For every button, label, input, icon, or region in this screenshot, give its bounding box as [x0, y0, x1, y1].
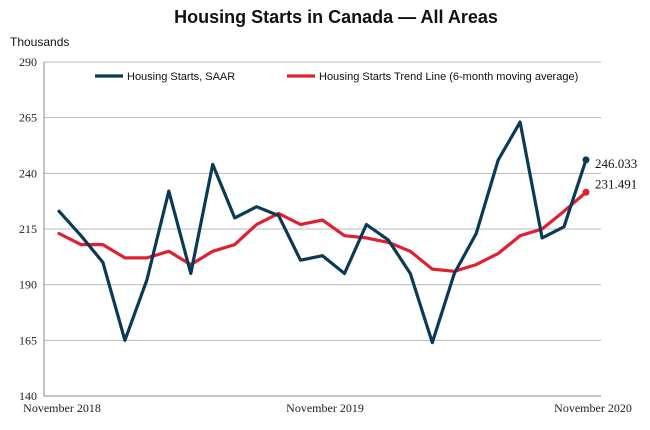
legend-label: Housing Starts Trend Line (6-month movin… [319, 71, 578, 83]
trend-line [57, 190, 588, 273]
x-tick-label: November 2019 [286, 401, 364, 415]
end-value-labels: 246.033 231.491 [595, 156, 637, 191]
y-tick-label: 290 [19, 55, 37, 69]
y-tick-label: 240 [19, 166, 37, 180]
x-tick-label: November 2018 [23, 401, 101, 415]
trend-end-marker [582, 188, 590, 196]
y-tick-label: 265 [19, 111, 37, 125]
housing-starts-end-label: 246.033 [595, 156, 637, 171]
trend-end-label: 231.491 [595, 176, 637, 191]
legend-label: Housing Starts, SAAR [127, 71, 235, 83]
y-tick-label: 165 [19, 333, 37, 347]
series-lines [57, 120, 590, 345]
housing-starts-end-marker [582, 156, 590, 164]
y-tick-label: 140 [19, 389, 37, 403]
y-tick-label: 190 [19, 278, 37, 292]
y-axis-tick-labels: 140 165 190 215 240 265 290 [19, 55, 37, 403]
x-tick-label: November 2020 [554, 401, 632, 415]
x-axis-tick-labels: November 2018 November 2019 November 2020 [23, 401, 632, 415]
chart-title: Housing Starts in Canada — All Areas [174, 7, 498, 27]
legend: Housing Starts, SAAR Housing Starts Trend… [95, 71, 578, 83]
y-axis-unit-label: Thousands [10, 35, 69, 49]
y-tick-label: 215 [19, 222, 37, 236]
gridlines [43, 61, 601, 397]
housing-starts-line [57, 120, 588, 345]
